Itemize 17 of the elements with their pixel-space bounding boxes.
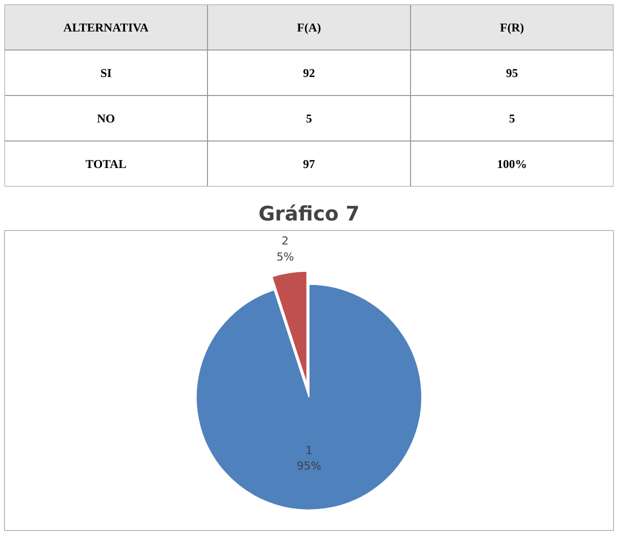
slice-label: 2	[282, 234, 289, 248]
text: 92	[303, 66, 315, 80]
text: 95	[506, 66, 518, 80]
text: 5	[306, 111, 312, 126]
text: F(A)	[297, 20, 322, 34]
data-label: 5%	[276, 250, 294, 264]
text: 97	[303, 156, 315, 171]
text: ALTERNATIVA	[63, 20, 149, 34]
text: 5	[509, 111, 515, 126]
slice-label: 1	[306, 444, 312, 457]
text: F(R)	[500, 20, 524, 34]
data-label: 95%	[296, 460, 322, 473]
text: SI	[100, 66, 112, 80]
text: TOTAL	[86, 156, 126, 171]
text: NO	[97, 111, 115, 126]
text: 100%	[497, 156, 527, 171]
chart-title: Gráfico 7	[258, 202, 360, 226]
